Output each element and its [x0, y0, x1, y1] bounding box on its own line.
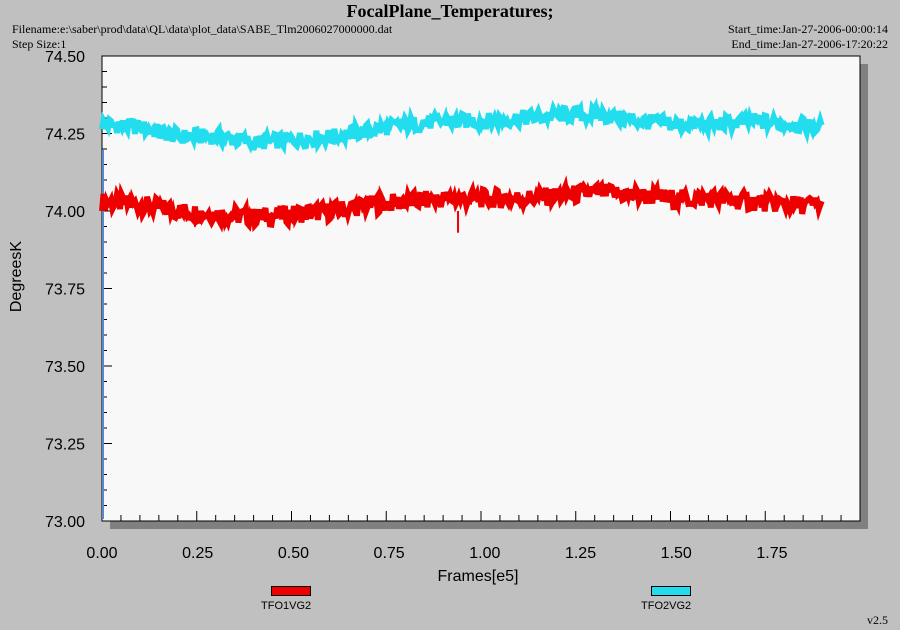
start-time-label: Start_time:Jan-27-2006-00:00:14: [728, 22, 888, 36]
y-tick-label: 74.25: [45, 127, 85, 144]
chart-title: FocalPlane_Temperatures;: [346, 1, 554, 21]
filename-label: Filename:e:\saber\prod\data\QL\data\plot…: [12, 22, 393, 36]
x-tick-label: 1.75: [756, 545, 787, 562]
series-line-tfo1vg2: [99, 175, 825, 233]
x-tick-label: 1.00: [469, 545, 500, 562]
end-time-label: End_time:Jan-27-2006-17:20:22: [731, 37, 888, 51]
step-size-label: Step Size:1: [12, 37, 67, 51]
version-label: v2.5: [867, 613, 888, 627]
y-tick-label: 73.00: [45, 514, 85, 531]
x-tick-label: 0.25: [182, 545, 213, 562]
x-axis-label: Frames[e5]: [438, 568, 519, 585]
y-axis-label: DegreesK: [8, 241, 25, 312]
legend-swatch-tfo1vg2: [271, 586, 311, 596]
series-line-tfo2vg2: [99, 97, 825, 156]
y-tick-label: 73.75: [45, 282, 85, 299]
x-tick-label: 0.75: [374, 545, 405, 562]
y-tick-label: 74.50: [45, 49, 85, 66]
x-tick-label: 0.50: [278, 545, 309, 562]
legend-label-tfo1vg2: TFO1VG2: [261, 600, 312, 612]
legend-swatch-tfo2vg2: [651, 586, 691, 596]
y-tick-label: 73.50: [45, 359, 85, 376]
x-tick-label: 0.00: [86, 545, 117, 562]
y-tick-label: 74.00: [45, 204, 85, 221]
x-tick-label: 1.25: [565, 545, 596, 562]
y-tick-label: 73.25: [45, 437, 85, 454]
legend-label-tfo2vg2: TFO2VG2: [641, 600, 692, 612]
x-tick-label: 1.50: [661, 545, 692, 562]
